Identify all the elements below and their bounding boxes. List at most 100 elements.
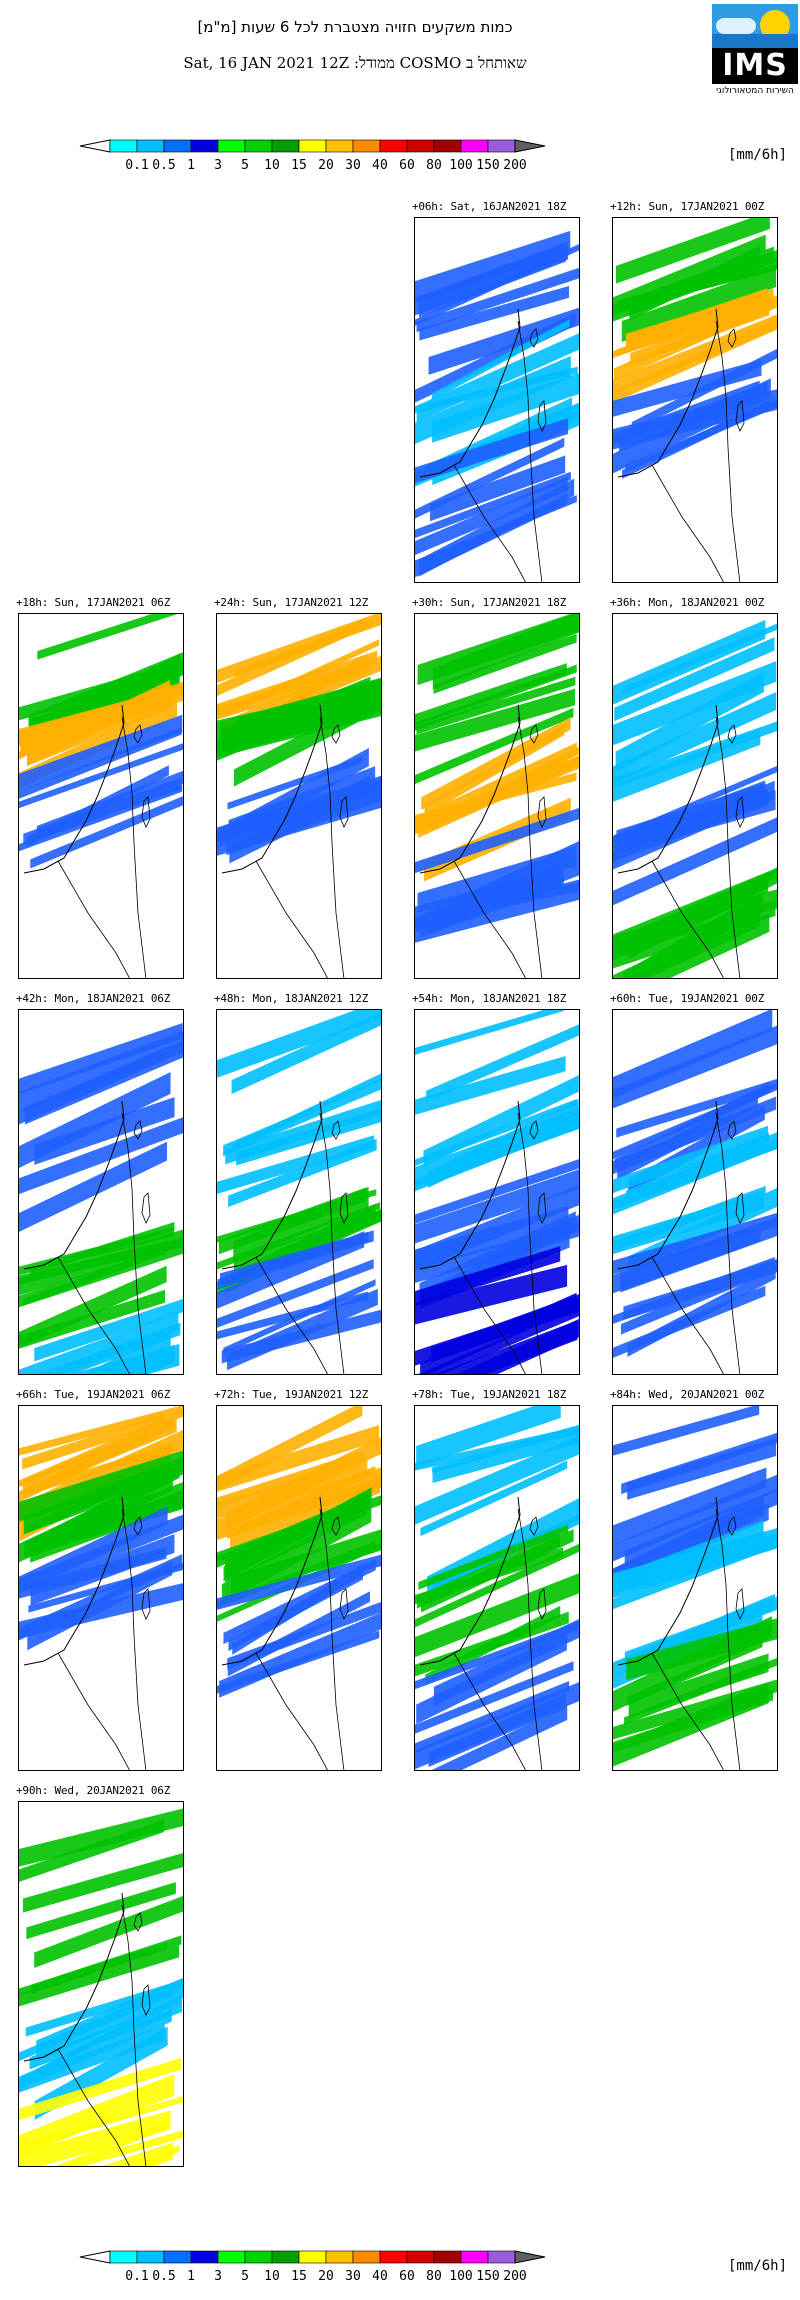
colorbar-swatch [217,2250,246,2264]
panel-label: +90h: Wed, 20JAN2021 06Z [16,1784,171,1797]
rain-band [612,1285,766,1359]
coastline [617,704,719,874]
border-line [651,1256,725,1375]
panel-label: +48h: Mon, 18JAN2021 12Z [214,992,369,1005]
border-line [715,1112,741,1375]
rain-band [18,714,183,792]
rain-band [619,381,768,452]
border-line [57,1256,131,1375]
rain-band [414,476,568,556]
lake-outline [735,1192,745,1224]
lake-outline [735,1588,745,1620]
rain-band [414,688,576,752]
lake-outline [331,724,341,744]
colorbar-tick-label: 1 [187,158,195,173]
rain-band [612,1009,773,1099]
rain-band [216,1492,370,1569]
rain-band [414,1246,561,1307]
rain-band [18,1227,175,1276]
rain-band [216,1459,368,1520]
rain-band [18,2024,165,2094]
map-frame [18,613,184,979]
rain-band [612,1474,778,1562]
colorbar-swatch [352,2250,381,2264]
rain-band [612,1212,778,1275]
rain-band [18,1819,165,1883]
rain-band [216,692,382,758]
lake-outline [339,1588,349,1620]
lake-outline [537,1192,547,1224]
panel-label: +72h: Tue, 19JAN2021 12Z [214,1388,369,1401]
rain-field [414,230,580,578]
rain-band [416,676,576,735]
colorbar-swatch [109,139,138,153]
precip-map [612,613,778,979]
rain-band [25,1979,184,2037]
colorbar-tick-label: 100 [449,2269,473,2284]
rain-band [621,1432,778,1495]
colorbar-tick-label: 5 [241,158,249,173]
rain-band [216,1009,382,1079]
map-frame [612,217,778,583]
precip-map [216,1405,382,1771]
coastline [221,1496,323,1666]
rain-band [18,1416,174,1503]
lake-outline [537,796,547,828]
rain-band [36,1322,181,1375]
rain-band [216,1554,382,1611]
rain-band [18,1023,183,1095]
logo-text: IMS [712,48,798,84]
rain-band [18,1514,184,1594]
rain-field [216,1405,382,1698]
lake-outline [529,724,539,744]
rain-band [216,660,369,721]
lake-outline [141,1588,151,1620]
rain-band [414,1009,565,1056]
rain-band [414,1205,569,1271]
colorbar-high-triangle [514,139,546,153]
colorbar-tick-label: 20 [318,158,334,173]
lake-outline [133,1120,143,1140]
rain-band [612,359,762,418]
rain-band [615,217,770,284]
colorbar-tick-label: 30 [345,158,361,173]
coastline [23,1892,125,2062]
colorbar-tick-label: 100 [449,158,473,173]
lake-outline [537,1588,547,1620]
colorbar-tick-label: 200 [503,158,527,173]
rain-band [414,437,565,520]
precip-map [414,613,580,979]
colorbar-swatch [136,2250,165,2264]
rain-band [612,1536,778,1610]
rain-field [612,217,778,479]
rain-band [429,1705,568,1771]
lake-outline [727,1120,737,1140]
colorbar-swatch [136,139,165,153]
rain-band [18,726,182,800]
lake-outline [141,1192,151,1224]
colorbar-tick-label: 3 [214,158,222,173]
rain-band [612,1185,766,1252]
colorbar-top: [mm/6h] 0.1 0.5 1 3 5 10 15 20 30 40 60 80 100 150 200 [78,136,787,180]
border-line [255,1652,329,1771]
border-line [453,464,527,583]
rain-band [414,1572,580,1658]
rain-band [414,1543,579,1628]
rain-band [414,1158,580,1225]
rain-band [614,637,775,722]
rain-band [428,307,580,375]
rain-band [612,816,778,906]
lake-outline [133,1516,143,1536]
colorbar-tick-label: 150 [476,2269,500,2284]
colorbar-tick-label: 3 [214,2269,222,2284]
rain-band [614,1081,771,1170]
rain-band [27,765,169,847]
lake-outline [339,796,349,828]
rain-band [128,1355,172,1375]
rain-band [235,618,374,677]
coastline [617,1100,719,1270]
rain-band [428,1098,579,1188]
border-line [57,1652,131,1771]
rain-band [414,355,571,445]
colorbar-low-triangle [79,139,111,153]
